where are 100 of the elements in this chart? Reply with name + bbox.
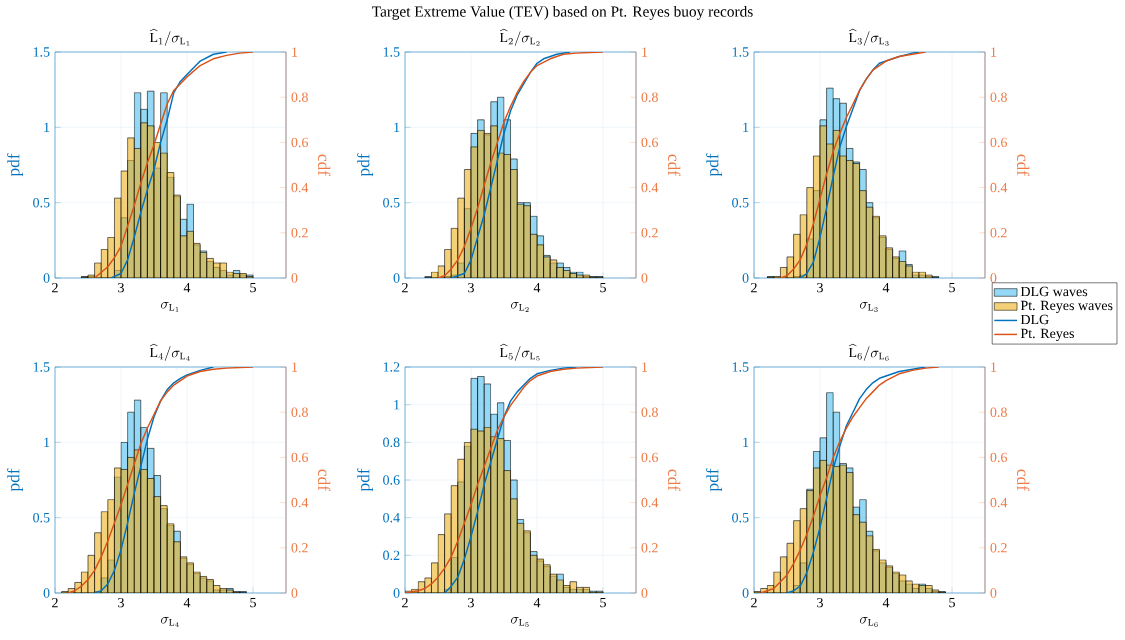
- y2-tick-label: 0: [291, 588, 298, 598]
- x-tick-label: 3: [817, 597, 823, 608]
- y2-tick-label: 0.4: [990, 182, 1008, 193]
- y2-tick-label: 0: [990, 588, 997, 598]
- y2-tick-label: 0.2: [641, 543, 658, 553]
- x-tick-label: 3: [118, 597, 124, 608]
- y-tick-label: 0.5: [732, 197, 749, 208]
- y2-tick-label: 0.6: [641, 137, 659, 148]
- y-tick-label: 0.5: [33, 512, 50, 523]
- y-tick-label: 1.5: [33, 47, 50, 57]
- legend-label: DLG: [1020, 314, 1049, 325]
- x-tick-label: 2: [751, 282, 757, 293]
- y2-tick-label: 0.8: [990, 407, 1007, 417]
- y2-tick-label: 0.4: [291, 497, 309, 508]
- x-tick-label: 5: [250, 597, 256, 608]
- x-axis-title: $\sigma_{\mathrm{L}_4}$: [160, 616, 179, 627]
- y2-tick-label: 0.6: [641, 452, 659, 463]
- y-tick-label: 1.2: [383, 362, 400, 372]
- x-tick-label: 2: [402, 282, 408, 293]
- y-tick-label: 0: [393, 273, 400, 283]
- y2-tick-label: 0: [641, 588, 648, 598]
- x-axis-title: $\sigma_{\mathrm{L}_5}$: [510, 616, 529, 627]
- y-axis-title: pdf: [706, 153, 722, 177]
- x-tick-label: 3: [118, 282, 124, 293]
- x-tick-label: 5: [600, 597, 606, 608]
- y2-tick-label: 0.2: [641, 228, 658, 238]
- y-tick-label: 0.5: [33, 197, 50, 208]
- y2-axis-title: cdf: [318, 154, 331, 177]
- y2-tick-label: 0: [641, 273, 648, 283]
- x-tick-label: 3: [468, 282, 474, 293]
- x-axis-title: $\sigma_{\mathrm{L}_3}$: [859, 301, 878, 312]
- y-tick-label: 0.4: [383, 512, 400, 523]
- x-tick-label: 2: [52, 282, 58, 293]
- x-tick-label: 4: [882, 597, 890, 608]
- chart-title: $\widehat{\mathrm{L}}_2/\sigma_{\mathrm{L}_2}$: [499, 28, 540, 46]
- y2-tick-label: 0.6: [990, 137, 1008, 148]
- chart-title: $\widehat{\mathrm{L}}_6/\sigma_{\mathrm{L}_6}$: [848, 343, 889, 361]
- x-tick-label: 3: [817, 282, 823, 293]
- y2-tick-label: 0.8: [641, 92, 658, 102]
- y-tick-label: 1: [394, 122, 400, 132]
- y-tick-label: 0: [43, 273, 50, 283]
- x-tick-label: 3: [468, 597, 474, 608]
- y2-tick-label: 1: [292, 47, 298, 57]
- y-axis-title: pdf: [7, 468, 23, 492]
- y2-tick-label: 0.8: [990, 92, 1007, 102]
- y2-tick-label: 0.6: [291, 452, 309, 463]
- x-tick-label: 5: [949, 282, 955, 293]
- x-tick-label: 2: [751, 597, 757, 608]
- y-axis-title: pdf: [7, 153, 23, 177]
- y-axis-title: pdf: [357, 153, 373, 177]
- y-tick-label: 0.2: [383, 550, 400, 561]
- y2-tick-label: 0.2: [291, 228, 308, 238]
- y2-tick-label: 1: [292, 362, 298, 372]
- x-tick-label: 4: [183, 282, 191, 293]
- y-tick-label: 1: [44, 437, 50, 447]
- y2-tick-label: 0.8: [291, 407, 308, 417]
- y2-tick-label: 0.2: [990, 228, 1007, 238]
- y-tick-label: 1.5: [383, 47, 400, 57]
- x-tick-label: 4: [882, 282, 890, 293]
- y2-axis-title: cdf: [668, 469, 681, 492]
- y2-tick-label: 0.2: [291, 543, 308, 553]
- y2-tick-label: 0.4: [641, 497, 659, 508]
- y2-tick-label: 0.8: [291, 92, 308, 102]
- y2-tick-label: 1: [642, 362, 648, 372]
- chart-title: $\widehat{\mathrm{L}}_1/\sigma_{\mathrm{L}_1}$: [149, 28, 190, 46]
- x-tick-label: 4: [533, 282, 541, 293]
- y-tick-label: 0: [393, 588, 400, 598]
- y2-tick-label: 1: [642, 47, 648, 57]
- y-tick-label: 0: [43, 588, 50, 598]
- chart-title: $\widehat{\mathrm{L}}_3/\sigma_{\mathrm{L}_3}$: [848, 28, 889, 46]
- x-axis-title: $\sigma_{\mathrm{L}_6}$: [859, 616, 878, 627]
- y-tick-label: 1: [44, 122, 50, 132]
- y2-tick-label: 0.6: [291, 137, 309, 148]
- x-tick-label: 5: [600, 282, 606, 293]
- y-tick-label: 0: [742, 273, 749, 283]
- x-tick-label: 5: [949, 597, 955, 608]
- x-axis-title: $\sigma_{\mathrm{L}_2}$: [510, 301, 529, 312]
- y2-tick-label: 1: [991, 362, 997, 372]
- x-tick-label: 5: [250, 282, 256, 293]
- y2-tick-label: 0.2: [990, 543, 1007, 553]
- x-tick-label: 2: [402, 597, 408, 608]
- y2-tick-label: 0.4: [990, 497, 1008, 508]
- y2-axis-title: cdf: [1017, 154, 1030, 177]
- x-axis-title: $\sigma_{\mathrm{L}_1}$: [160, 301, 179, 312]
- x-tick-label: 2: [52, 597, 58, 608]
- y2-axis-title: cdf: [318, 469, 331, 492]
- y2-axis-title: cdf: [668, 154, 681, 177]
- y-tick-label: 0.5: [383, 197, 400, 208]
- x-tick-label: 4: [183, 597, 191, 608]
- chart-title: $\widehat{\mathrm{L}}_4/\sigma_{\mathrm{L}_4}$: [149, 343, 190, 361]
- legend-label: Pt. Reyes waves: [1020, 300, 1113, 314]
- y2-tick-label: 0.8: [641, 407, 658, 417]
- y-tick-label: 1: [394, 400, 400, 410]
- y-tick-label: 0.8: [383, 437, 400, 448]
- y-tick-label: 0.6: [383, 475, 400, 485]
- y2-tick-label: 1: [991, 47, 997, 57]
- y-tick-label: 0: [742, 588, 749, 598]
- y2-tick-label: 0.4: [291, 182, 309, 193]
- y-axis-title: pdf: [706, 468, 722, 492]
- legend-label: Pt. Reyes: [1020, 328, 1074, 341]
